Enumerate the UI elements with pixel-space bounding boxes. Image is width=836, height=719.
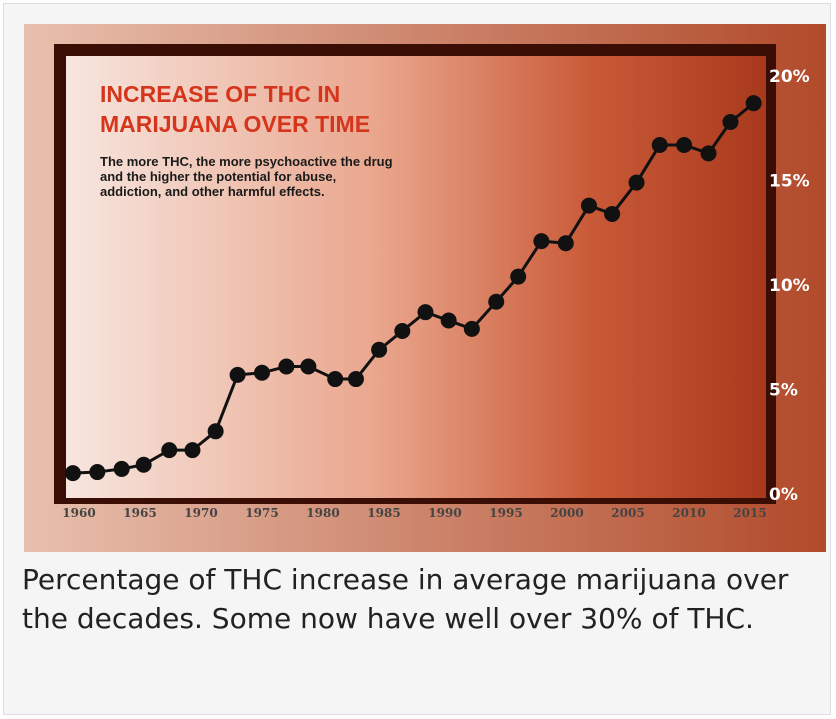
x-tick-label: 1970 xyxy=(184,506,217,520)
point xyxy=(463,320,480,337)
x-tick-label: 1990 xyxy=(428,506,461,520)
point xyxy=(510,268,527,285)
caption: Percentage of THC increase in average ma… xyxy=(22,563,789,635)
point xyxy=(327,371,344,388)
point xyxy=(184,442,201,459)
point xyxy=(745,95,762,112)
y-tick-label: 0% xyxy=(769,485,798,505)
point xyxy=(135,456,152,473)
x-tick-label: 2000 xyxy=(550,506,583,520)
chart: INCREASE OF THC IN MARIJUANA OVER TIME Th… xyxy=(24,24,826,552)
plot-area xyxy=(66,56,766,498)
point xyxy=(64,465,81,482)
point xyxy=(229,366,246,383)
point xyxy=(89,464,106,481)
point xyxy=(722,113,739,130)
title-line: INCREASE OF THC IN xyxy=(100,81,340,107)
point xyxy=(440,312,457,329)
point xyxy=(604,205,621,222)
x-tick-label: 2015 xyxy=(733,506,766,520)
point xyxy=(533,233,550,250)
point xyxy=(651,136,668,153)
point xyxy=(557,235,574,252)
y-tick-label: 20% xyxy=(769,67,810,87)
subtitle-line: The more THC, the more psychoactive the … xyxy=(100,154,393,169)
point xyxy=(300,358,317,375)
point xyxy=(347,371,364,388)
point xyxy=(278,358,295,375)
point xyxy=(113,460,130,477)
x-tick-label: 1995 xyxy=(489,506,522,520)
point xyxy=(254,364,270,381)
point xyxy=(394,322,411,339)
subtitle: The more THC, the more psychoactive the … xyxy=(100,154,393,199)
point xyxy=(676,136,693,153)
y-tick-label: 5% xyxy=(769,381,798,401)
point xyxy=(371,341,388,358)
y-tick-label: 15% xyxy=(769,172,810,192)
chart-title: INCREASE OF THC IN MARIJUANA OVER TIME xyxy=(100,81,370,137)
point xyxy=(488,293,505,310)
subtitle-line: addiction, and other harmful effects. xyxy=(100,184,325,199)
x-tick-label: 1985 xyxy=(367,506,400,520)
x-tick-label: 1980 xyxy=(306,506,339,520)
x-tick-label: 1975 xyxy=(245,506,278,520)
point xyxy=(580,197,597,214)
point xyxy=(207,423,224,440)
point xyxy=(628,174,645,191)
x-tick-label: 1965 xyxy=(123,506,156,520)
point xyxy=(161,442,178,459)
subtitle-line: and the higher the potential for abuse, xyxy=(100,169,336,184)
x-tick-label: 2010 xyxy=(672,506,705,520)
x-tick-label: 1960 xyxy=(62,506,95,520)
figure: INCREASE OF THC IN MARIJUANA OVER TIME Th… xyxy=(3,3,831,715)
y-tick-label: 10% xyxy=(769,276,810,296)
point xyxy=(417,304,434,321)
x-tick-label: 2005 xyxy=(611,506,644,520)
title-line: MARIJUANA OVER TIME xyxy=(100,111,370,137)
point xyxy=(700,145,717,162)
